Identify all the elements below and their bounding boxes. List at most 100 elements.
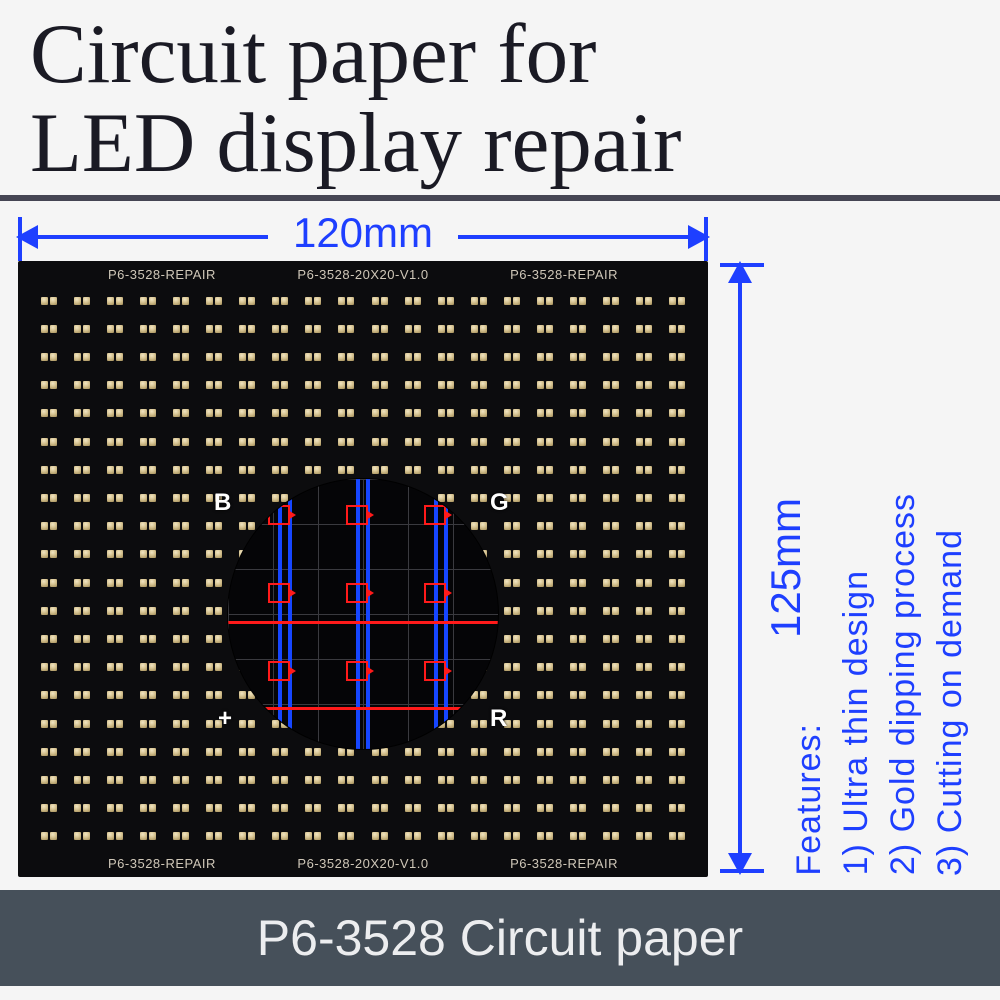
pcb-cell — [595, 794, 628, 822]
pcb-pad — [471, 748, 478, 756]
pcb-pad — [281, 409, 288, 417]
pcb-pad — [41, 409, 48, 417]
pcb-pad — [107, 522, 114, 530]
pcb-pad — [140, 297, 147, 305]
pcb-cell — [562, 343, 595, 371]
pcb-cell — [264, 371, 297, 399]
pcb-pad — [272, 804, 279, 812]
pcb-pad — [471, 353, 478, 361]
pcb-pad — [314, 748, 321, 756]
pcb-cell — [661, 681, 694, 709]
pcb-cell — [32, 428, 65, 456]
pcb-pad — [372, 804, 379, 812]
pcb-cell — [495, 738, 528, 766]
pcb-pad — [645, 466, 652, 474]
pcb-pad — [338, 776, 345, 784]
pcb-cell — [131, 399, 164, 427]
pcb-pad — [281, 748, 288, 756]
pcb-pad — [414, 466, 421, 474]
pcb-pad — [173, 381, 180, 389]
pcb-pad — [281, 353, 288, 361]
pcb-pad — [107, 579, 114, 587]
pcb-pad — [546, 748, 553, 756]
pcb-pad — [41, 607, 48, 615]
pcb-pad — [41, 325, 48, 333]
pcb-cell — [330, 315, 363, 343]
pcb-pad — [669, 804, 676, 812]
pcb-cell — [363, 371, 396, 399]
pcb-pad — [239, 748, 246, 756]
pcb-cell — [164, 710, 197, 738]
pcb-cell — [264, 399, 297, 427]
pcb-cell — [495, 822, 528, 850]
pcb-cell — [562, 681, 595, 709]
pcb-pad — [314, 353, 321, 361]
pcb-pad — [546, 607, 553, 615]
pcb-cell — [32, 681, 65, 709]
pcb-pad — [83, 409, 90, 417]
pcb-cell — [32, 540, 65, 568]
pcb-pad — [41, 522, 48, 530]
pcb-pad — [669, 748, 676, 756]
pcb-pad — [83, 297, 90, 305]
pcb-pad — [504, 691, 511, 699]
pcb-cell — [528, 625, 561, 653]
height-dimension: 125mm — [714, 263, 766, 873]
pcb-pad — [215, 438, 222, 446]
pcb-cell — [528, 794, 561, 822]
pcb-pad — [173, 325, 180, 333]
pcb-pad — [338, 438, 345, 446]
pcb-pad — [140, 353, 147, 361]
pcb-cell — [98, 399, 131, 427]
pcb-pad — [381, 409, 388, 417]
pcb-pad — [603, 663, 610, 671]
pcb-cell — [429, 343, 462, 371]
pcb-pad — [140, 832, 147, 840]
pcb-cell — [595, 653, 628, 681]
pcb-pad — [447, 804, 454, 812]
pcb-pad — [338, 832, 345, 840]
pcb-pad — [305, 438, 312, 446]
pcb-pad — [480, 466, 487, 474]
pcb-pad — [546, 381, 553, 389]
pcb-pad — [603, 607, 610, 615]
pcb-pad — [537, 776, 544, 784]
pcb-pad — [140, 635, 147, 643]
pcb-pad — [546, 720, 553, 728]
pcb-pad — [603, 748, 610, 756]
pcb-pad — [471, 297, 478, 305]
pcb-cell — [264, 287, 297, 315]
title-line-2: LED display repair — [30, 96, 681, 190]
pcb-pad — [182, 297, 189, 305]
pcb-pad — [471, 804, 478, 812]
pcb-cell — [495, 428, 528, 456]
pcb-pad — [480, 494, 487, 502]
pcb-cell — [396, 371, 429, 399]
pcb-pad — [537, 579, 544, 587]
pcb-cell — [528, 653, 561, 681]
pcb-pad — [149, 579, 156, 587]
pcb-cell — [65, 738, 98, 766]
pcb-pad — [381, 748, 388, 756]
pcb-pad — [338, 748, 345, 756]
pcb-cell — [264, 794, 297, 822]
pcb-pad — [612, 353, 619, 361]
pcb-pad — [149, 804, 156, 812]
pcb-cell — [65, 371, 98, 399]
pcb-pad — [182, 381, 189, 389]
pcb-pad — [173, 691, 180, 699]
pcb-pad — [206, 607, 213, 615]
pcb-cell — [32, 371, 65, 399]
pcb-pad — [140, 381, 147, 389]
feature-item-2: 2) Gold dipping process — [884, 493, 923, 875]
pcb-cell — [197, 597, 230, 625]
pcb-pad — [513, 409, 520, 417]
pcb-pad — [645, 409, 652, 417]
pcb-pad — [83, 325, 90, 333]
pcb-cell — [131, 287, 164, 315]
pcb-cell — [429, 822, 462, 850]
pcb-pad — [678, 832, 685, 840]
pcb-cell — [562, 512, 595, 540]
pcb-pad — [447, 353, 454, 361]
pcb-pad — [107, 353, 114, 361]
